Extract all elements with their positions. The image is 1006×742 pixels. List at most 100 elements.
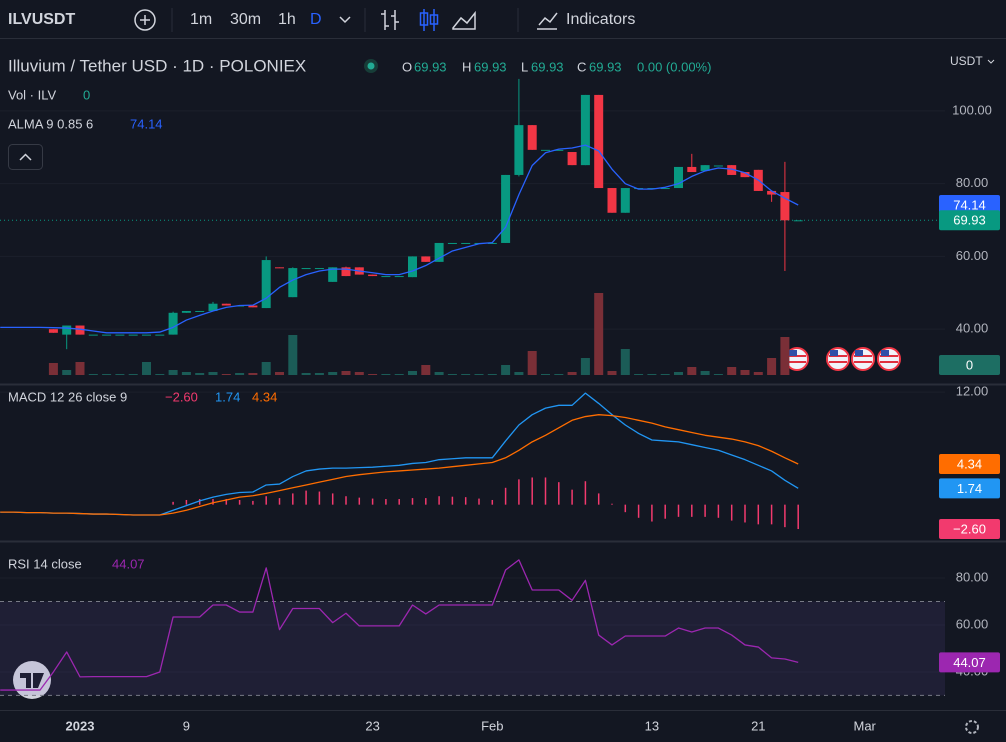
- macd-histogram-bar: [770, 504, 773, 525]
- volume-bar: [115, 374, 125, 375]
- macd-signal-value: 4.34: [252, 389, 277, 404]
- volume-bar: [102, 374, 112, 375]
- candle-body: [142, 334, 151, 336]
- volume-bar: [687, 367, 697, 375]
- candle-body: [567, 152, 577, 166]
- macd-histogram-bar: [797, 504, 799, 530]
- candle-body: [767, 190, 777, 195]
- macd-axis-label: 1.74: [957, 481, 982, 496]
- volume-bar: [381, 374, 391, 375]
- candle-body: [275, 267, 284, 269]
- indicators-icon[interactable]: [537, 12, 558, 30]
- candle-body: [288, 268, 298, 298]
- symbol[interactable]: ILVUSDT: [8, 11, 75, 28]
- candle-body: [421, 256, 431, 262]
- candle-body: [514, 125, 524, 175]
- volume-bar: [594, 293, 604, 375]
- volume-bar: [142, 362, 151, 375]
- volume-bar: [128, 374, 138, 375]
- collapse-button[interactable]: [8, 144, 43, 170]
- rsi-value: 44.07: [112, 556, 145, 571]
- volume-bar: [261, 362, 271, 375]
- volume-bar: [88, 374, 98, 375]
- candles-icon-body: [419, 12, 429, 26]
- macd-histogram-bar: [371, 498, 374, 505]
- volume-bar: [487, 374, 497, 375]
- macd-histogram-bar: [664, 504, 666, 519]
- volume-bar: [767, 358, 777, 375]
- macd-histogram-bar: [637, 504, 640, 518]
- macd-histogram-bar: [238, 499, 241, 505]
- candle-body: [221, 303, 231, 306]
- volume-bar: [341, 371, 351, 375]
- volume-bar: [647, 374, 657, 375]
- candle-body: [594, 94, 604, 189]
- volume-bar: [208, 372, 218, 375]
- volume-bar: [434, 372, 444, 375]
- volume-bar: [541, 374, 550, 375]
- candle-body: [181, 310, 191, 313]
- candle-body: [620, 188, 630, 213]
- macd-histogram-bar: [518, 479, 520, 505]
- candle-body: [461, 242, 471, 244]
- ohlc-label: L: [521, 59, 528, 74]
- macd-value: 1.74: [215, 389, 240, 404]
- macd-histogram-bar: [597, 493, 600, 505]
- macd-histogram-bar: [504, 487, 507, 505]
- candle-body: [780, 192, 790, 221]
- candle-body: [580, 94, 590, 166]
- currency-menu: [987, 59, 995, 64]
- volume-bar: [168, 370, 178, 375]
- macd-histogram-bar: [292, 493, 294, 505]
- candle-body: [740, 172, 750, 178]
- volume-bar: [62, 370, 72, 375]
- settings[interactable]: [965, 720, 979, 734]
- candle-body: [102, 334, 112, 336]
- indicators-button[interactable]: Indicators: [566, 11, 635, 28]
- macd-histogram-bar: [252, 500, 254, 505]
- macd-axis-label-bg: [939, 519, 1000, 540]
- volume-bar: [461, 374, 471, 375]
- volume-bar: [181, 372, 191, 375]
- candle-body: [341, 267, 351, 277]
- macd-histogram-bar: [398, 499, 400, 505]
- add-symbol[interactable]: [134, 9, 156, 31]
- candle-body: [674, 166, 683, 189]
- volume-bar: [514, 372, 524, 375]
- currency[interactable]: USDT: [950, 54, 983, 68]
- volume-bar: [155, 374, 165, 375]
- interval-menu[interactable]: [339, 16, 351, 24]
- logo-mark: [20, 673, 44, 688]
- rsi-legend: RSI 14 close: [8, 556, 82, 571]
- collapse-icon: [19, 153, 32, 161]
- candle-body: [447, 242, 457, 244]
- volume-bar: [740, 370, 750, 375]
- macd-histogram-bar: [717, 504, 720, 518]
- y-tick-label: 40.00: [956, 321, 989, 336]
- volume-bar: [195, 373, 205, 375]
- ohlc-value: 69.93: [531, 59, 564, 74]
- volume-bar: [288, 335, 298, 375]
- macd-histogram-bar: [172, 501, 174, 505]
- bars-icon[interactable]: [381, 10, 399, 30]
- macd-histogram-bar: [704, 504, 706, 517]
- interval[interactable]: 1m: [190, 11, 212, 28]
- ohlc-label: O: [402, 59, 412, 74]
- volume-value: 0: [83, 87, 90, 102]
- candle-body: [727, 165, 737, 175]
- macd-histogram-bar: [584, 481, 587, 505]
- macd-histogram-bar: [491, 499, 494, 505]
- area-icon[interactable]: [452, 10, 476, 30]
- x-tick-label: 2023: [66, 718, 95, 733]
- interval[interactable]: 1h: [278, 11, 296, 28]
- interval-active[interactable]: D: [310, 11, 322, 28]
- alma-legend: ALMA 9 0.85 6: [8, 116, 93, 131]
- macd-histogram-bar: [531, 477, 533, 505]
- interval[interactable]: 30m: [230, 11, 261, 28]
- macd-histogram-bar: [464, 497, 467, 505]
- volume-bar: [301, 373, 311, 375]
- volume-bar: [314, 373, 324, 375]
- volume-bar: [713, 374, 723, 375]
- volume-bar: [753, 372, 763, 375]
